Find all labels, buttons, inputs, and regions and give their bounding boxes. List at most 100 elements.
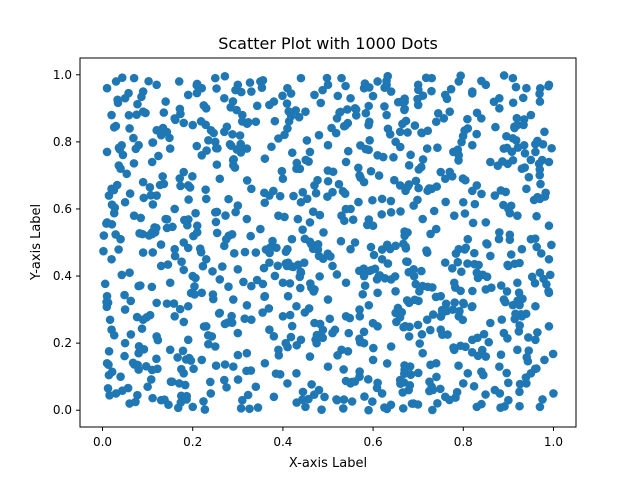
- data-point: [403, 182, 412, 191]
- data-point: [265, 100, 274, 110]
- data-point: [545, 270, 555, 280]
- data-point: [433, 399, 442, 408]
- data-point: [176, 181, 185, 191]
- data-point: [495, 104, 504, 113]
- data-point: [454, 156, 463, 165]
- data-point: [477, 367, 486, 376]
- data-point: [456, 71, 465, 80]
- x-tick-label: 0.4: [273, 435, 292, 449]
- data-point: [481, 352, 491, 361]
- data-point: [477, 189, 486, 199]
- data-point: [417, 330, 427, 339]
- data-point: [404, 267, 414, 277]
- data-point: [337, 73, 346, 83]
- data-point: [530, 364, 540, 374]
- data-point: [166, 377, 176, 387]
- data-point: [104, 191, 114, 200]
- data-point: [129, 159, 139, 168]
- data-point: [256, 224, 265, 234]
- data-point: [491, 122, 500, 132]
- data-point: [531, 335, 540, 345]
- data-point: [100, 279, 110, 289]
- data-point: [339, 365, 348, 374]
- data-point: [174, 77, 184, 86]
- data-point: [402, 257, 411, 266]
- data-point: [239, 277, 248, 287]
- data-point: [481, 218, 491, 227]
- data-point: [526, 155, 536, 165]
- data-point: [200, 405, 210, 414]
- data-point: [377, 194, 387, 204]
- data-point: [364, 405, 373, 415]
- data-point: [428, 405, 437, 415]
- data-point: [247, 184, 256, 194]
- data-point: [102, 219, 111, 228]
- data-point: [447, 172, 457, 181]
- data-point: [212, 207, 222, 217]
- data-point: [287, 234, 297, 244]
- data-point: [508, 98, 518, 108]
- data-point: [365, 266, 374, 276]
- data-point: [305, 237, 315, 247]
- data-point: [360, 281, 370, 290]
- data-point: [212, 84, 221, 93]
- plot-frame: [79, 57, 577, 428]
- data-point: [169, 299, 179, 308]
- data-point: [326, 252, 335, 261]
- data-point: [385, 244, 395, 254]
- data-point: [401, 244, 411, 253]
- data-point: [332, 270, 342, 279]
- data-point: [177, 257, 186, 266]
- data-point: [427, 86, 436, 96]
- data-point: [423, 186, 432, 196]
- data-point: [467, 302, 477, 312]
- data-point: [168, 222, 177, 232]
- data-point: [170, 312, 179, 321]
- data-point: [359, 327, 369, 337]
- data-point: [544, 254, 554, 264]
- data-point: [317, 405, 326, 414]
- data-point: [222, 122, 232, 132]
- y-axis: 0.0 0.2 0.4 0.6 0.8 1.0: [53, 68, 80, 417]
- data-point: [236, 404, 246, 413]
- data-point: [323, 140, 333, 150]
- data-point: [449, 343, 458, 352]
- data-point: [258, 76, 268, 85]
- data-point: [515, 379, 525, 389]
- data-point: [521, 309, 531, 319]
- data-point: [338, 186, 348, 196]
- data-point: [298, 387, 308, 397]
- data-point: [281, 338, 291, 348]
- data-point: [99, 231, 109, 240]
- data-point: [161, 97, 170, 106]
- data-point: [111, 121, 121, 131]
- data-point: [251, 248, 261, 257]
- data-point: [275, 191, 285, 201]
- data-point: [183, 243, 193, 253]
- data-point: [341, 81, 350, 91]
- data-point: [128, 358, 138, 368]
- data-point: [377, 245, 387, 254]
- data-point: [505, 230, 515, 240]
- data-point: [524, 333, 533, 342]
- data-point: [398, 119, 407, 129]
- data-point: [135, 229, 144, 238]
- data-point: [112, 180, 122, 190]
- data-point: [389, 153, 398, 162]
- data-point: [447, 264, 457, 273]
- data-point: [411, 279, 421, 289]
- data-point: [305, 352, 315, 361]
- data-point: [436, 167, 446, 177]
- data-point: [544, 287, 553, 296]
- data-point: [195, 244, 205, 253]
- data-point: [142, 313, 151, 322]
- data-point: [104, 360, 113, 369]
- data-point: [118, 150, 128, 160]
- data-point: [228, 155, 238, 165]
- data-point: [281, 247, 291, 256]
- data-point: [496, 350, 506, 359]
- data-point: [204, 136, 213, 145]
- data-point: [469, 381, 479, 391]
- data-point: [152, 80, 161, 90]
